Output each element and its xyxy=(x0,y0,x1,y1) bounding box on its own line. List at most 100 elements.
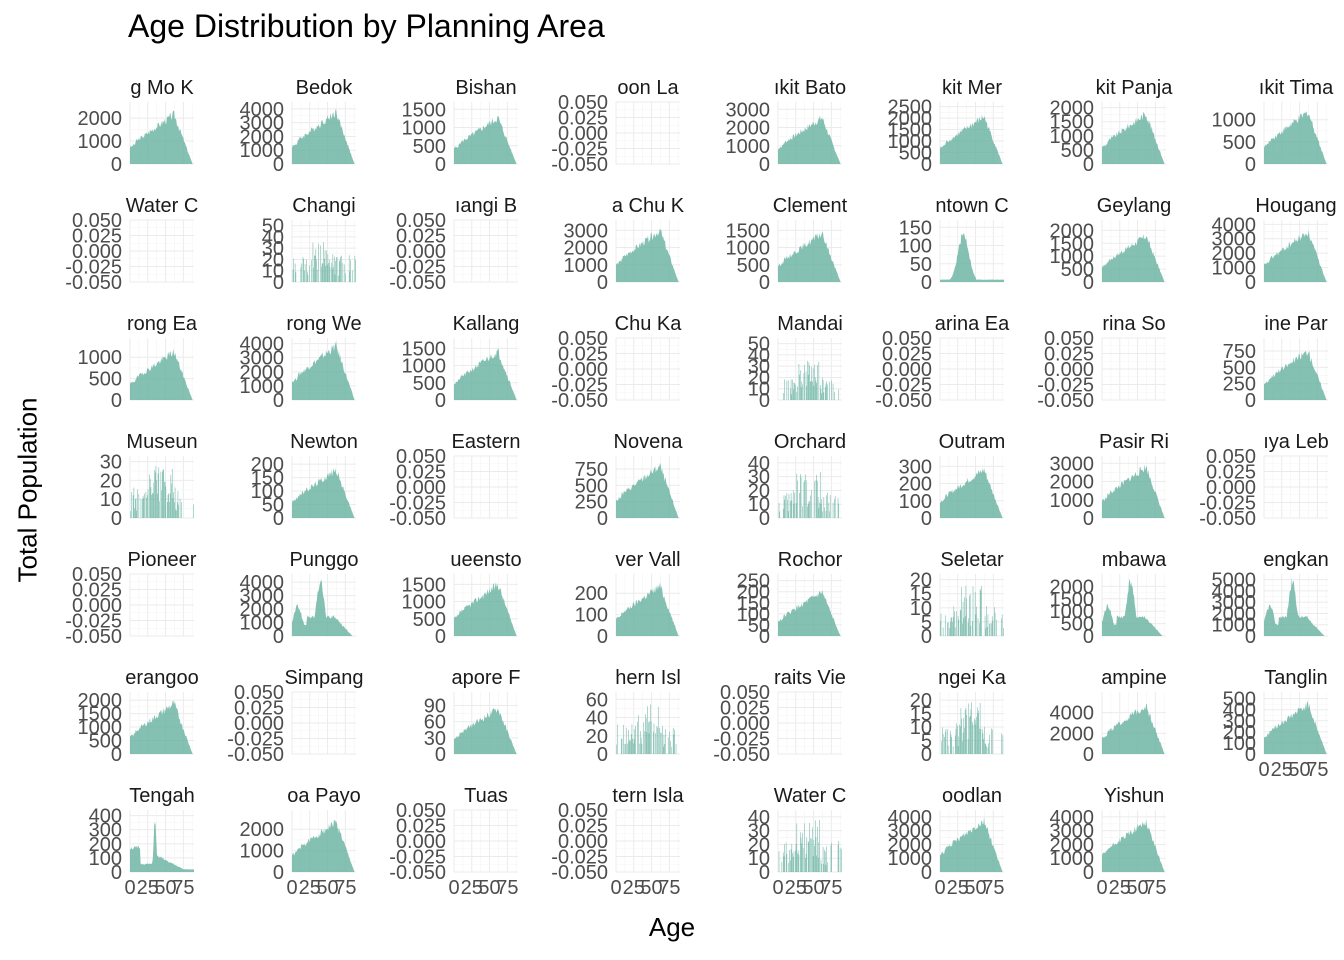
area-bar xyxy=(793,503,795,518)
area-bar xyxy=(970,625,972,636)
x-tick-label: 0 xyxy=(934,877,945,899)
area-bar xyxy=(306,271,308,282)
area-bar xyxy=(837,845,839,872)
area-bar xyxy=(1001,733,1002,754)
area-fill xyxy=(940,468,1004,518)
area-bar xyxy=(340,256,341,282)
y-tick-label: 1000 xyxy=(1050,246,1095,268)
area-bar xyxy=(834,495,836,518)
y-tick-label: 0 xyxy=(273,508,284,530)
area-bar xyxy=(979,702,981,754)
x-tick-label: 25 xyxy=(137,877,159,899)
area-bar xyxy=(142,499,143,518)
area-bar xyxy=(819,502,820,518)
area-bar xyxy=(954,611,955,636)
y-tick-label: 1000 xyxy=(726,136,771,158)
y-tick-label: 4000 xyxy=(240,334,285,356)
y-tick-label: 200 xyxy=(737,582,770,604)
y-tick-label: 500 xyxy=(737,255,770,277)
y-tick-label: 15 xyxy=(910,704,932,726)
y-tick-label: 0 xyxy=(921,744,932,766)
area-bar xyxy=(805,371,807,400)
y-tick-label: 500 xyxy=(575,475,608,497)
area-fill xyxy=(940,233,1004,282)
area-bar xyxy=(321,263,323,282)
area-bar xyxy=(817,365,818,400)
area-bar xyxy=(137,489,138,518)
area-bar xyxy=(350,260,351,282)
area-bar xyxy=(801,843,803,872)
facet-strip-label: Tanglin xyxy=(1264,667,1327,689)
area-bar xyxy=(143,497,145,518)
y-tick-label: 0.025 xyxy=(1044,344,1094,366)
area-bar xyxy=(787,380,789,400)
area-bar xyxy=(816,855,817,872)
area-bar xyxy=(991,729,993,754)
area-bar xyxy=(799,374,800,400)
y-tick-label: 500 xyxy=(1061,140,1094,162)
y-tick-label: 0 xyxy=(597,626,608,648)
y-tick-label: 2500 xyxy=(888,97,933,119)
area-bar xyxy=(164,481,166,518)
facet-strip-label: hern Isl xyxy=(615,667,681,689)
area-bar xyxy=(193,504,194,518)
y-tick-label: 0 xyxy=(273,272,284,294)
area-fill xyxy=(292,340,356,400)
area-bar xyxy=(816,474,817,518)
y-tick-label: 1500 xyxy=(402,338,447,360)
y-tick-label: 1500 xyxy=(1050,112,1095,134)
area-bar xyxy=(974,720,976,754)
area-bar xyxy=(323,242,324,282)
facet-strip-label: Water C xyxy=(774,785,847,807)
y-tick-label: 2000 xyxy=(1050,723,1095,745)
y-tick-label: 0.050 xyxy=(396,210,446,232)
y-tick-label: 10 xyxy=(910,717,932,739)
y-tick-label: 0.000 xyxy=(558,123,608,145)
area-bar xyxy=(837,498,839,518)
area-bar xyxy=(170,474,172,518)
area-bar xyxy=(329,266,331,282)
area-bar xyxy=(790,379,792,400)
area-fill xyxy=(1102,464,1166,518)
area-bar xyxy=(334,274,336,282)
y-tick-label: -0.025 xyxy=(1199,493,1256,515)
area-bar xyxy=(994,607,995,636)
area-bar xyxy=(962,623,963,636)
y-tick-label: -0.025 xyxy=(875,375,932,397)
y-tick-label: 200 xyxy=(251,454,284,476)
y-tick-label: 0.050 xyxy=(1044,328,1094,350)
area-bar xyxy=(643,722,644,754)
area-bar xyxy=(302,257,304,282)
y-tick-label: -0.050 xyxy=(875,390,932,412)
area-bar xyxy=(828,502,830,518)
y-tick-label: -0.050 xyxy=(65,626,122,648)
area-bar xyxy=(160,471,162,518)
y-tick-label: 0 xyxy=(1083,272,1094,294)
area-bar xyxy=(324,258,325,282)
area-bar xyxy=(135,498,137,518)
y-tick-label: 30 xyxy=(262,238,284,260)
area-bar xyxy=(975,614,977,636)
area-bar xyxy=(316,259,317,282)
area-bar xyxy=(820,859,822,872)
y-tick-label: 10 xyxy=(748,494,770,516)
area-bar xyxy=(293,258,295,282)
facet-strip-label: Seletar xyxy=(940,549,1004,571)
area-bar xyxy=(980,728,982,754)
area-bar xyxy=(969,716,971,754)
area-fill xyxy=(1102,704,1166,754)
area-bar xyxy=(653,723,655,754)
area-fill xyxy=(130,822,194,872)
area-bar xyxy=(162,469,164,518)
area-bar xyxy=(801,381,803,400)
area-bar xyxy=(812,827,813,872)
area-bar xyxy=(792,490,794,518)
